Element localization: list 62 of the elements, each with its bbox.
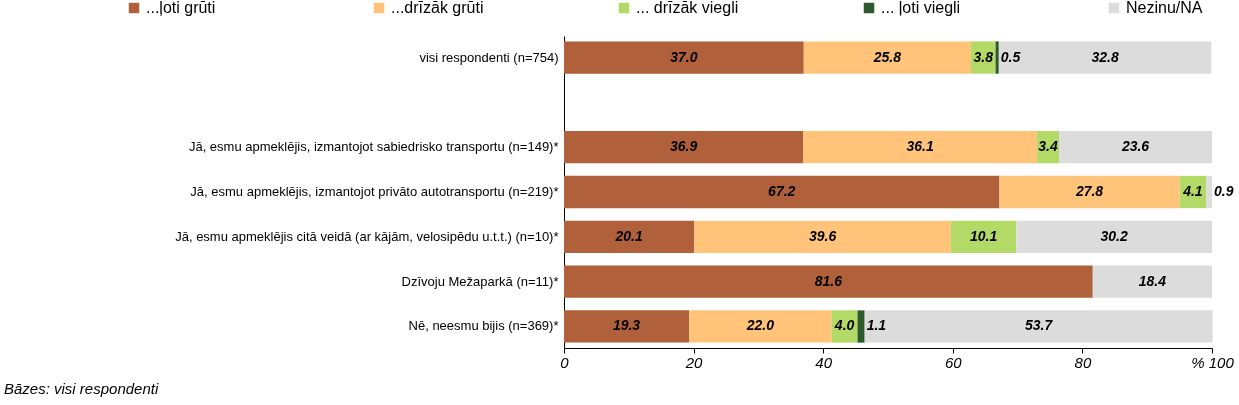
y-tick-label: visi respondenti (n=754) [419,49,559,65]
data-label: 67.2 [768,183,796,199]
data-label: 18.4 [1138,272,1167,289]
data-label: 81.6 [814,272,843,289]
data-label: 4.1 [1182,183,1203,199]
bar [803,131,1038,164]
bar [564,175,1000,209]
x-tick-label: 0 [560,353,570,371]
data-label: 36.1 [906,138,934,155]
data-label: 0.5 [1000,48,1021,65]
data-label: 30.2 [1100,227,1128,244]
y-tick-label: Jā, esmu apmeklējis, izmantojot sabiedrisko transportu (n=149)* [188,139,559,155]
bar [998,41,1212,74]
x-tick-label: 40 [815,353,833,371]
legend-label: ... ļoti viegli [881,0,961,16]
data-label: 4.0 [833,317,855,334]
bar [564,41,804,74]
data-label: 3.8 [973,48,994,65]
bar [995,41,999,74]
data-label: 23.6 [1120,138,1150,155]
data-label: 0.9 [1214,183,1234,199]
bar [1059,131,1212,164]
text: Bāzes: visi respondenti [4,380,159,397]
data-label: 53.7 [1025,317,1054,334]
bar [803,41,971,74]
legend-label: Nezinu/NA [1126,0,1203,16]
bar [564,310,690,343]
x-tick-label: 80 [1074,353,1092,371]
data-label: 32.8 [1091,48,1119,65]
y-tick-label: Jā, esmu apmeklējis, izmantojot privāto autotransportu (n=219)* [190,184,559,199]
data-label: 1.1 [866,317,887,334]
data-label: 25.8 [872,48,902,65]
y-tick-label: Nē, neesmu bijis (n=369)* [408,318,559,334]
bar [864,310,1213,343]
legend-label: ... drīzāk viegli [636,0,739,16]
data-label: 20.1 [614,227,643,244]
bar [1206,175,1212,209]
bar [1092,265,1212,298]
bar [564,220,695,253]
bar [689,310,832,343]
legend-label: ...drīzāk grūti [391,0,484,16]
bar [564,265,1093,298]
data-label: 19.3 [612,317,641,334]
y-tick-label: Dzīvoju Mežaparkā (n=11)* [401,273,559,289]
legend-label: ...ļoti grūti [146,0,216,16]
bar [1016,220,1212,253]
x-tick-label: 20 [684,353,704,371]
data-label: 10.1 [969,227,998,244]
x-tick-label: 60 [944,353,963,371]
bar [999,175,1180,209]
data-label: 37.0 [670,48,698,65]
data-label: 3.4 [1038,138,1058,155]
y-tick-label: Jā, esmu apmeklējis citā veidā (ar kājām, velosipēdu u.t.t.) (n=10)* [175,228,559,244]
bar [694,220,951,253]
x-tick-label: % 100 [1191,353,1235,371]
bar [857,310,865,343]
data-label: 36.9 [669,138,698,155]
bar [950,220,1017,253]
data-label: 27.8 [1074,183,1104,199]
data-label: 22.0 [745,317,775,334]
bar [564,131,804,164]
data-label: 39.6 [808,227,837,244]
